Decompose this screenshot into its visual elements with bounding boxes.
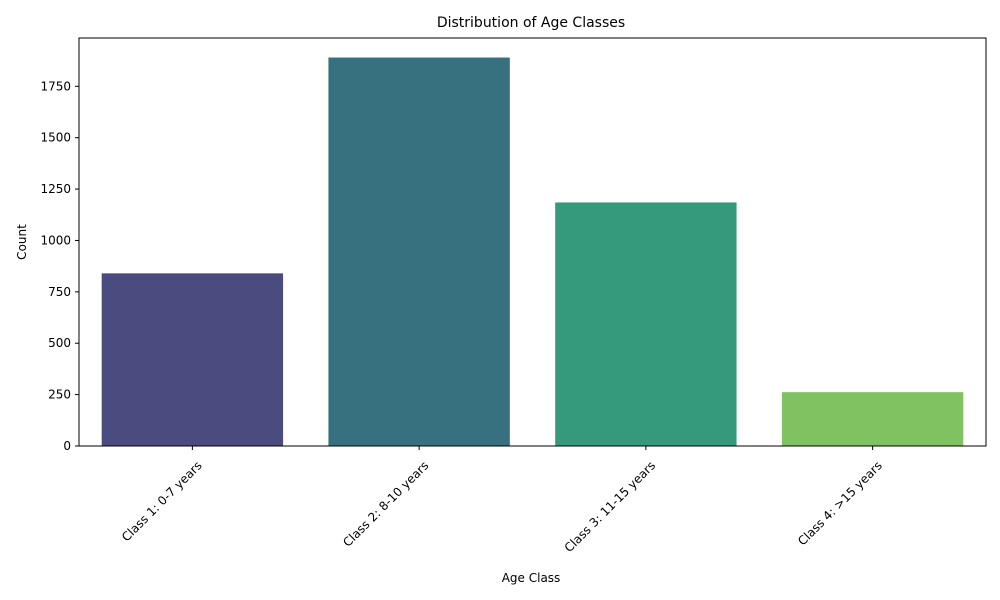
y-tick-label: 250 <box>48 388 71 402</box>
bars-group <box>101 57 964 446</box>
bar-3 <box>555 202 737 446</box>
x-axis-title: Age Class <box>502 571 561 585</box>
y-axis: 0 250 500 750 1000 1250 1500 1750 <box>40 79 79 453</box>
x-axis: Class 1: 0-7 years Class 2: 8-10 years Cla… <box>119 446 885 555</box>
bar-1 <box>101 273 284 446</box>
y-tick-label: 1000 <box>40 233 71 247</box>
y-tick-label: 0 <box>63 439 71 453</box>
y-tick-label: 1750 <box>40 79 71 93</box>
y-tick-label: 750 <box>48 285 71 299</box>
x-tick-label: Class 1: 0-7 years <box>119 458 205 544</box>
x-tick-label: Class 2: 8-10 years <box>340 458 431 549</box>
y-tick-label: 1250 <box>40 182 71 196</box>
x-tick-label: Class 3: 11-15 years <box>562 458 659 555</box>
x-tick-label: Class 4: >15 years <box>795 458 885 548</box>
y-tick-label: 1500 <box>40 131 71 145</box>
chart-title: Distribution of Age Classes <box>437 15 625 31</box>
bar-4 <box>781 392 964 446</box>
plot-frame <box>78 37 987 447</box>
y-axis-title: Count <box>15 224 29 260</box>
bar-2 <box>328 57 510 446</box>
y-tick-label: 500 <box>48 336 71 350</box>
